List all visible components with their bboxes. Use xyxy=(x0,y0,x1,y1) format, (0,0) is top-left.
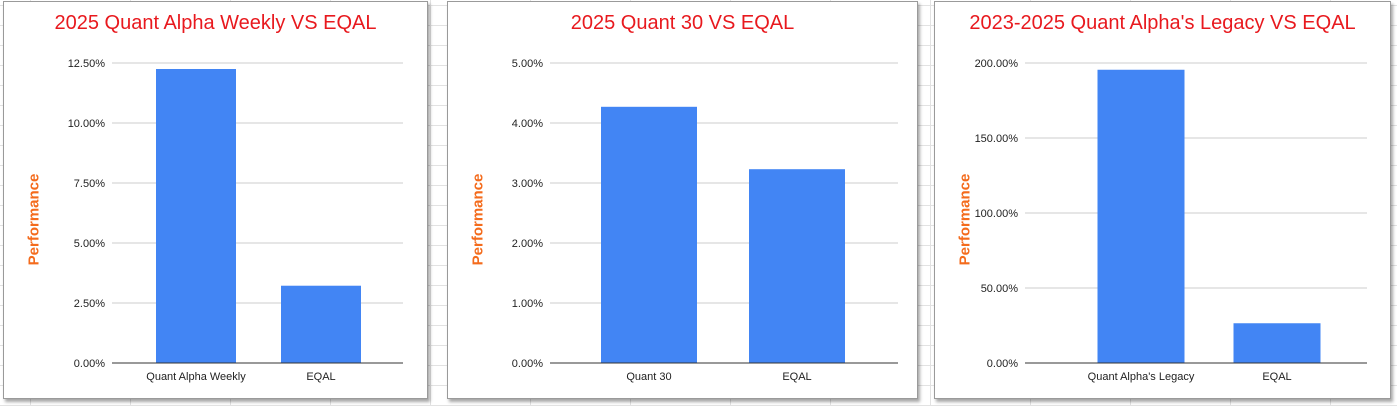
bar[interactable] xyxy=(601,106,697,364)
y-tick-label: 0.00% xyxy=(512,358,543,370)
y-tick-label: 4.00% xyxy=(512,118,543,130)
bar[interactable] xyxy=(281,285,361,363)
y-tick-label: 3.00% xyxy=(512,178,543,190)
bar[interactable] xyxy=(1233,323,1321,363)
y-tick-label: 5.00% xyxy=(74,238,105,250)
chart-panel-quant-alpha-weekly[interactable]: 2025 Quant Alpha Weekly VS EQAL Performa… xyxy=(3,1,428,399)
chart-title: 2023-2025 Quant Alpha's Legacy VS EQAL xyxy=(969,12,1356,34)
chart-plot: 0.00% 2.50% 5.00% 7.50% 10.00% 12.50% Quant Al… xyxy=(68,58,403,383)
y-tick-label: 0.00% xyxy=(987,358,1018,370)
chart-panel-quant-30[interactable]: 2025 Quant 30 VS EQAL Performance 0.00% 1… xyxy=(447,1,918,399)
chart-plot: 0.00% 1.00% 2.00% 3.00% 4.00% 5.00% Quant 30 EQ… xyxy=(512,58,898,383)
y-tick-label: 200.00% xyxy=(975,58,1019,70)
y-tick-label: 0.00% xyxy=(74,358,105,370)
y-tick-label: 12.50% xyxy=(68,58,106,70)
y-tick-label: 10.00% xyxy=(68,118,106,130)
x-tick-label: EQAL xyxy=(306,371,335,383)
chart-plot: 0.00% 50.00% 100.00% 150.00% 200.00% Quant Al… xyxy=(975,58,1367,383)
bar[interactable] xyxy=(156,69,236,363)
y-tick-label: 150.00% xyxy=(975,133,1019,145)
y-tick-label: 5.00% xyxy=(512,58,543,70)
chart-panel-quant-alpha-legacy[interactable]: 2023-2025 Quant Alpha's Legacy VS EQAL P… xyxy=(934,1,1391,399)
y-tick-label: 100.00% xyxy=(975,208,1019,220)
y-tick-label: 1.00% xyxy=(512,298,543,310)
x-tick-label: EQAL xyxy=(1262,371,1291,383)
y-tick-label: 7.50% xyxy=(74,178,105,190)
chart-title: 2025 Quant Alpha Weekly VS EQAL xyxy=(54,12,377,34)
y-tick-label: 2.00% xyxy=(512,238,543,250)
x-tick-label: Quant 30 xyxy=(626,371,671,383)
y-tick-label: 50.00% xyxy=(981,283,1019,295)
x-tick-label: EQAL xyxy=(782,371,811,383)
bar[interactable] xyxy=(749,169,845,363)
y-tick-label: 2.50% xyxy=(74,298,105,310)
x-tick-label: Quant Alpha's Legacy xyxy=(1088,371,1195,383)
bar[interactable] xyxy=(1097,69,1185,363)
chart-title: 2025 Quant 30 VS EQAL xyxy=(570,12,795,34)
x-tick-label: Quant Alpha Weekly xyxy=(146,371,246,383)
